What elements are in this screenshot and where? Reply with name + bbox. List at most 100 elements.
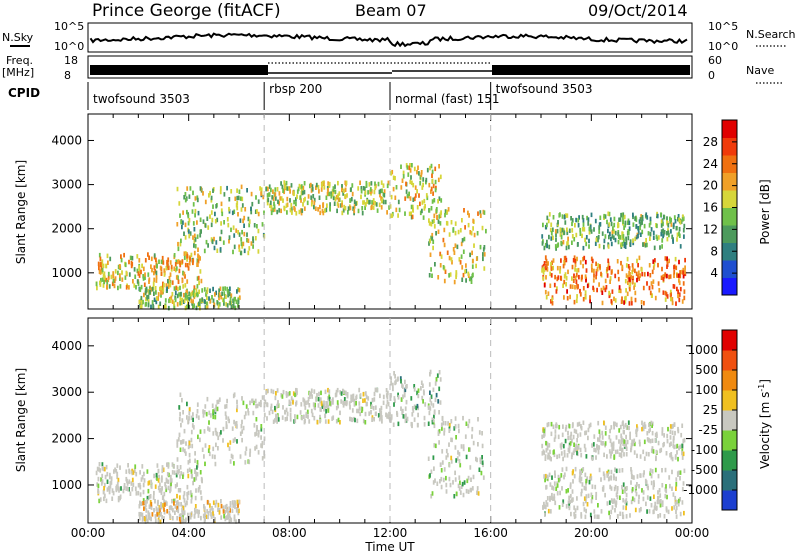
scatter-cell	[244, 207, 247, 212]
scatter-cell	[289, 198, 291, 203]
scatter-cell	[150, 264, 152, 269]
scatter-cell	[303, 206, 306, 211]
scatter-cell	[234, 196, 237, 201]
scatter-cell	[609, 279, 611, 284]
scatter-cell	[588, 244, 590, 249]
scatter-cell	[653, 245, 656, 251]
scatter-cell	[277, 400, 279, 405]
scatter-cell	[103, 486, 105, 491]
scatter-cell	[337, 193, 339, 198]
scatter-cell	[228, 291, 231, 297]
scatter-cell	[273, 201, 275, 206]
scatter-cell	[566, 296, 569, 301]
scatter-cell	[549, 482, 552, 487]
scatter-cell	[218, 295, 220, 301]
time-axis-label: Time UT	[364, 540, 415, 554]
scatter-cell	[282, 198, 284, 203]
scatter-cell	[327, 396, 329, 401]
scatter-cell	[450, 455, 453, 461]
scatter-cell	[325, 401, 328, 406]
scatter-cell	[401, 178, 404, 183]
scatter-cell	[554, 429, 557, 434]
scatter-cell	[472, 226, 474, 231]
scatter-cell	[349, 205, 352, 211]
scatter-cell	[217, 304, 220, 309]
scatter-cell	[429, 165, 431, 171]
scatter-cell	[188, 458, 191, 464]
scatter-cell	[543, 474, 546, 479]
scatter-cell	[388, 411, 390, 417]
scatter-cell	[454, 230, 457, 236]
scatter-cell	[252, 244, 254, 249]
scatter-cell	[614, 449, 617, 455]
scatter-cell	[317, 403, 320, 408]
scatter-cell	[615, 422, 618, 428]
scatter-cell	[645, 451, 648, 457]
scatter-cell	[623, 439, 626, 444]
scatter-cell	[573, 255, 576, 260]
scatter-cell	[584, 430, 586, 436]
scatter-cell	[113, 469, 115, 474]
scatter-cell	[243, 414, 246, 420]
scatter-cell	[439, 251, 442, 257]
scatter-cell	[158, 259, 160, 264]
scatter-cell	[157, 499, 159, 505]
scatter-cell	[261, 222, 264, 227]
scatter-cell	[143, 292, 145, 298]
scatter-cell	[464, 269, 466, 274]
scatter-cell	[650, 281, 653, 286]
scatter-cell	[144, 258, 147, 263]
scatter-cell	[555, 237, 557, 242]
scatter-cell	[173, 266, 176, 271]
scatter-cell	[477, 442, 479, 447]
scatter-cell	[315, 185, 317, 190]
scatter-cell	[546, 446, 549, 451]
scatter-cell	[302, 397, 305, 402]
scatter-cell	[335, 389, 338, 395]
colorbar-tick-label: -100	[691, 443, 718, 457]
scatter-cell	[208, 451, 211, 457]
scatter-cell	[419, 181, 422, 186]
scatter-cell	[472, 474, 475, 480]
scatter-cell	[683, 223, 686, 229]
scatter-cell	[191, 443, 194, 449]
scatter-cell	[573, 273, 575, 278]
scatter-cell	[552, 258, 555, 263]
scatter-cell	[364, 205, 366, 210]
scatter-cell	[681, 450, 683, 456]
scatter-cell	[433, 224, 436, 229]
scatter-cell	[200, 495, 203, 501]
scatter-cell	[325, 409, 327, 414]
scatter-cell	[212, 411, 215, 417]
scatter-cell	[230, 227, 232, 233]
scatter-cell	[618, 468, 621, 473]
scatter-cell	[651, 284, 654, 290]
scatter-cell	[154, 269, 157, 274]
scatter-cell	[280, 196, 283, 201]
scatter-cell	[582, 286, 585, 291]
scatter-cell	[595, 274, 597, 280]
nave-label: Nave	[746, 64, 774, 77]
scatter-cell	[153, 277, 156, 283]
scatter-cell	[648, 263, 651, 268]
scatter-cell	[210, 210, 213, 215]
scatter-cell	[544, 504, 547, 510]
scatter-cell	[192, 221, 195, 226]
scatter-cell	[173, 464, 175, 469]
scatter-cell	[551, 227, 554, 232]
scatter-cell	[240, 424, 243, 429]
scatter-cell	[631, 487, 634, 492]
scatter-cell	[218, 397, 221, 402]
scatter-cell	[148, 495, 151, 500]
scatter-cell	[625, 446, 628, 451]
scatter-cell	[584, 274, 587, 279]
scatter-cell	[585, 430, 588, 435]
scatter-cell	[160, 477, 163, 482]
colorbar-swatch	[722, 207, 737, 226]
scatter-cell	[233, 503, 236, 508]
scatter-cell	[652, 230, 655, 236]
scatter-cell	[585, 268, 588, 273]
scatter-cell	[664, 493, 667, 499]
scatter-cell	[254, 209, 257, 214]
scatter-cell	[467, 210, 469, 216]
